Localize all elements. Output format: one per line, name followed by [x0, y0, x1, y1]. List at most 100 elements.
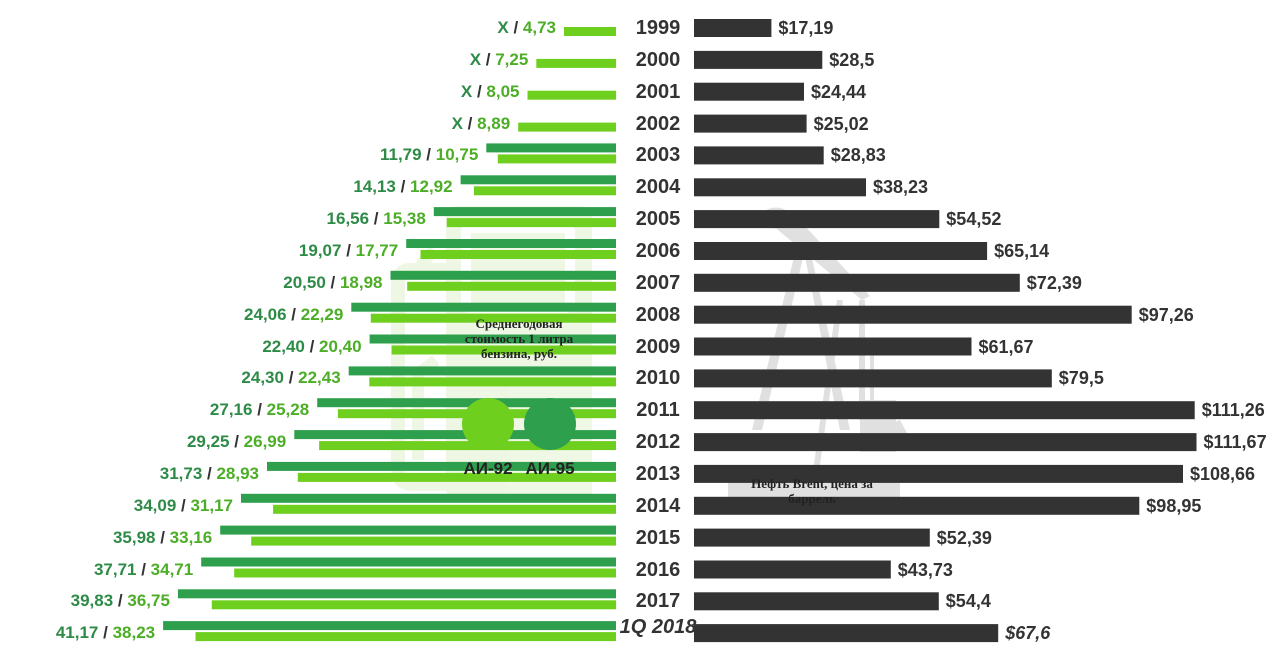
value-separator: / — [325, 272, 340, 292]
gasoline-price-label: 19,07 / 17,77 — [98, 241, 398, 261]
value-separator: / — [508, 18, 523, 37]
ai92-value: 34,71 — [150, 559, 194, 579]
value-separator: / — [176, 495, 191, 515]
ai95-value: 11,79 — [379, 145, 422, 165]
gasoline-price-label: 20,50 / 18,98 — [83, 272, 382, 293]
oil-price-label: $24,44 — [811, 81, 867, 102]
ai92-bar — [420, 250, 616, 259]
gasoline-price-label: 24,30 / 22,43 — [41, 368, 340, 388]
gasoline-price-label: X / 7,25 — [228, 49, 529, 70]
oil-price-label: $28,5 — [829, 49, 875, 70]
oil-price-bar — [694, 146, 824, 165]
oil-price-bar — [694, 210, 940, 229]
year-label: 2011 — [636, 399, 680, 422]
year-label: 2017 — [635, 590, 681, 613]
ai95-value: 37,71 — [93, 559, 137, 579]
gasoline-price-label: 31,73 / 28,93 — [0, 464, 259, 484]
year-label: 2014 — [635, 494, 681, 517]
year-label: 2006 — [635, 240, 681, 262]
ai95-value: 35,98 — [112, 527, 156, 547]
ai95-value: 24,30 — [241, 368, 284, 388]
ai92-bar — [273, 504, 616, 514]
ai95-bar — [294, 430, 617, 440]
ai95-bar — [348, 366, 616, 376]
ai95-bar — [351, 302, 616, 312]
value-separator: / — [472, 81, 487, 101]
oil-price-label: $108,66 — [1190, 463, 1256, 484]
year-label: 2002 — [635, 112, 681, 135]
oil-price-bar — [694, 496, 1140, 515]
oil-price-label: $65,14 — [994, 241, 1050, 261]
year-label: 2003 — [635, 144, 681, 167]
year-label: 2009 — [635, 335, 681, 358]
ai92-bar — [370, 313, 616, 323]
ai92-value: 15,38 — [383, 209, 426, 229]
year-label: 2012 — [635, 431, 681, 454]
year-label: 2015 — [635, 526, 681, 549]
oil-price-label: $43,73 — [897, 559, 953, 580]
year-label: 2005 — [635, 208, 681, 231]
value-separator: / — [98, 623, 113, 643]
gasoline-price-label: 27,16 / 25,28 — [9, 400, 309, 420]
oil-price-bar — [694, 273, 1020, 292]
ai95-value: X — [469, 49, 482, 69]
ai92-value: 36,75 — [127, 591, 170, 611]
oil-price-bar — [694, 560, 891, 579]
ai95-value: X — [451, 113, 463, 133]
oil-price-label: $97,26 — [1138, 304, 1194, 325]
ai95-bar — [390, 270, 616, 280]
oil-price-label: $111,67 — [1203, 432, 1267, 453]
gasoline-price-label: 22,40 / 20,40 — [62, 336, 362, 357]
ai92-value: 8,05 — [486, 81, 520, 101]
oil-price-label: $67,6 — [1005, 623, 1051, 644]
ai95-value: 22,40 — [262, 336, 305, 356]
ai95-value: 24,06 — [244, 304, 287, 324]
ai92-bar — [234, 568, 616, 578]
oil-price-label: $54,4 — [945, 591, 991, 612]
value-separator: / — [395, 177, 411, 197]
oil-price-label: $38,23 — [873, 177, 929, 198]
year-label: 2010 — [635, 367, 681, 390]
oil-price-label: $25,02 — [813, 113, 869, 134]
ai95-value: 16,56 — [326, 209, 370, 229]
ai95-value: X — [497, 18, 509, 37]
oil-price-label: $79,5 — [1058, 368, 1104, 389]
year-label: 2004 — [635, 176, 681, 199]
ai95-bar — [201, 557, 616, 567]
ai95-bar — [369, 334, 616, 344]
ai95-value: 20,50 — [283, 272, 326, 292]
ai92-value: 20,40 — [319, 336, 362, 356]
oil-price-bar — [694, 433, 1197, 452]
oil-price-bar — [694, 305, 1132, 324]
ai95-value: 34,09 — [133, 495, 177, 515]
ai95-bar — [220, 525, 616, 535]
ai92-bar — [446, 218, 616, 228]
oil-price-label: $111,26 — [1201, 400, 1265, 421]
year-label: 2001 — [635, 80, 681, 103]
ai92-value: 17,77 — [355, 241, 399, 260]
oil-price-bar — [694, 592, 939, 611]
gasoline-price-label: 16,56 / 15,38 — [126, 209, 426, 229]
ai92-value: 22,29 — [300, 304, 344, 324]
ai92-value: 25,28 — [266, 400, 310, 420]
ai95-bar — [460, 175, 616, 185]
oil-price-label: $61,67 — [978, 336, 1034, 357]
oil-price-bar — [694, 178, 866, 197]
ai92-bar — [297, 472, 616, 482]
ai95-bar — [177, 589, 616, 599]
ai95-value: 39,83 — [70, 591, 114, 611]
ai95-bar — [486, 143, 616, 153]
oil-price-bar — [694, 50, 823, 69]
ai92-bar — [473, 186, 616, 196]
gasoline-price-label: 24,06 / 22,29 — [43, 305, 343, 325]
ai95-legend-label: АИ-95 — [525, 459, 575, 478]
ai92-value: 12,92 — [410, 177, 453, 197]
value-separator: / — [462, 113, 478, 133]
value-separator: / — [304, 336, 320, 356]
ai92-value: 26,99 — [243, 432, 287, 452]
oil-price-label: $72,39 — [1026, 272, 1082, 293]
ai95-bar — [406, 239, 616, 248]
ai92-legend-label: АИ-92 — [463, 459, 513, 478]
